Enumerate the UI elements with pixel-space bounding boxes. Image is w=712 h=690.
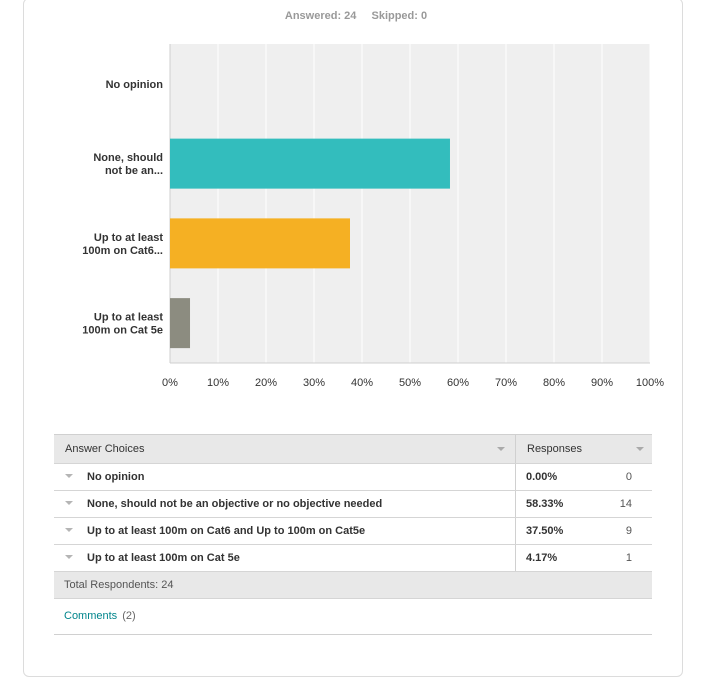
comments-section: Comments (2) [64, 610, 136, 622]
category-label: Up to at least [94, 232, 163, 244]
comments-count: (2) [122, 610, 136, 622]
answered-count: Answered: 24 [284, 10, 357, 22]
answer-choice-label: No opinion [87, 471, 145, 483]
response-count: 0 [596, 463, 652, 491]
comments-link[interactable]: Comments [64, 610, 118, 622]
expand-caret-icon[interactable] [65, 501, 73, 506]
response-count: 14 [596, 490, 652, 518]
x-tick-label: 70% [495, 377, 517, 389]
table-row: Up to at least 100m on Cat6 and Up to 10… [54, 517, 652, 545]
responses-header-label: Responses [527, 443, 583, 455]
category-label: No opinion [106, 79, 164, 91]
category-label: None, should [93, 152, 163, 164]
x-tick-label: 10% [207, 377, 229, 389]
x-tick-label: 100% [636, 377, 664, 389]
answer-choice-label: None, should not be an objective or no o… [87, 498, 383, 510]
table-row: Up to at least 100m on Cat 5e 4.17% 1 [54, 544, 652, 572]
bar[interactable] [170, 298, 191, 349]
bar[interactable] [170, 218, 350, 269]
sort-caret-icon[interactable] [497, 447, 505, 451]
answer-choice-label: Up to at least 100m on Cat 5e [87, 552, 240, 564]
response-count: 1 [596, 544, 652, 572]
answer-choice-cell: Up to at least 100m on Cat6 and Up to 10… [54, 517, 516, 545]
x-tick-label: 80% [543, 377, 565, 389]
skipped-count: Skipped: 0 [371, 10, 428, 22]
answer-choice-cell: Up to at least 100m on Cat 5e [54, 544, 516, 572]
table-row: None, should not be an objective or no o… [54, 490, 652, 518]
answer-choice-label: Up to at least 100m on Cat6 and Up to 10… [87, 525, 366, 537]
total-row: Total Respondents: 24 [54, 571, 652, 599]
total-respondents: Total Respondents: 24 [54, 571, 652, 599]
responses-header[interactable]: Responses [515, 434, 652, 464]
x-tick-label: 20% [255, 377, 277, 389]
divider [54, 634, 652, 635]
category-label: 100m on Cat 5e [82, 325, 163, 337]
table-row: No opinion 0.00% 0 [54, 463, 652, 491]
x-tick-label: 50% [399, 377, 421, 389]
category-label: not be an... [105, 165, 163, 177]
answer-choice-cell: No opinion [54, 463, 516, 491]
category-label: 100m on Cat6... [82, 245, 163, 257]
x-tick-label: 30% [303, 377, 325, 389]
bar-chart: 0% 10% 20% 30% 40% 50% 60% 70% 80% 90% 100% No opin… [82, 44, 664, 389]
answer-table: Answer Choices Responses No opinion 0.00%… [54, 434, 652, 599]
table-header-row: Answer Choices Responses [54, 434, 652, 464]
answer-choice-cell: None, should not be an objective or no o… [54, 490, 516, 518]
expand-caret-icon[interactable] [65, 555, 73, 560]
response-percent: 37.50% [515, 517, 596, 545]
answer-choices-header[interactable]: Answer Choices [54, 434, 516, 464]
expand-caret-icon[interactable] [65, 474, 73, 479]
sort-caret-icon[interactable] [636, 447, 644, 451]
response-count: 9 [596, 517, 652, 545]
x-tick-label: 40% [351, 377, 373, 389]
response-percent: 58.33% [515, 490, 596, 518]
x-tick-label: 60% [447, 377, 469, 389]
category-label: Up to at least [94, 312, 163, 324]
x-tick-label: 90% [591, 377, 613, 389]
expand-caret-icon[interactable] [65, 528, 73, 533]
response-percent: 0.00% [515, 463, 596, 491]
response-summary: Answered: 24 Skipped: 0 [0, 10, 712, 22]
bar[interactable] [170, 138, 450, 189]
x-tick-label: 0% [162, 377, 178, 389]
response-percent: 4.17% [515, 544, 596, 572]
answer-choices-header-label: Answer Choices [65, 443, 145, 455]
